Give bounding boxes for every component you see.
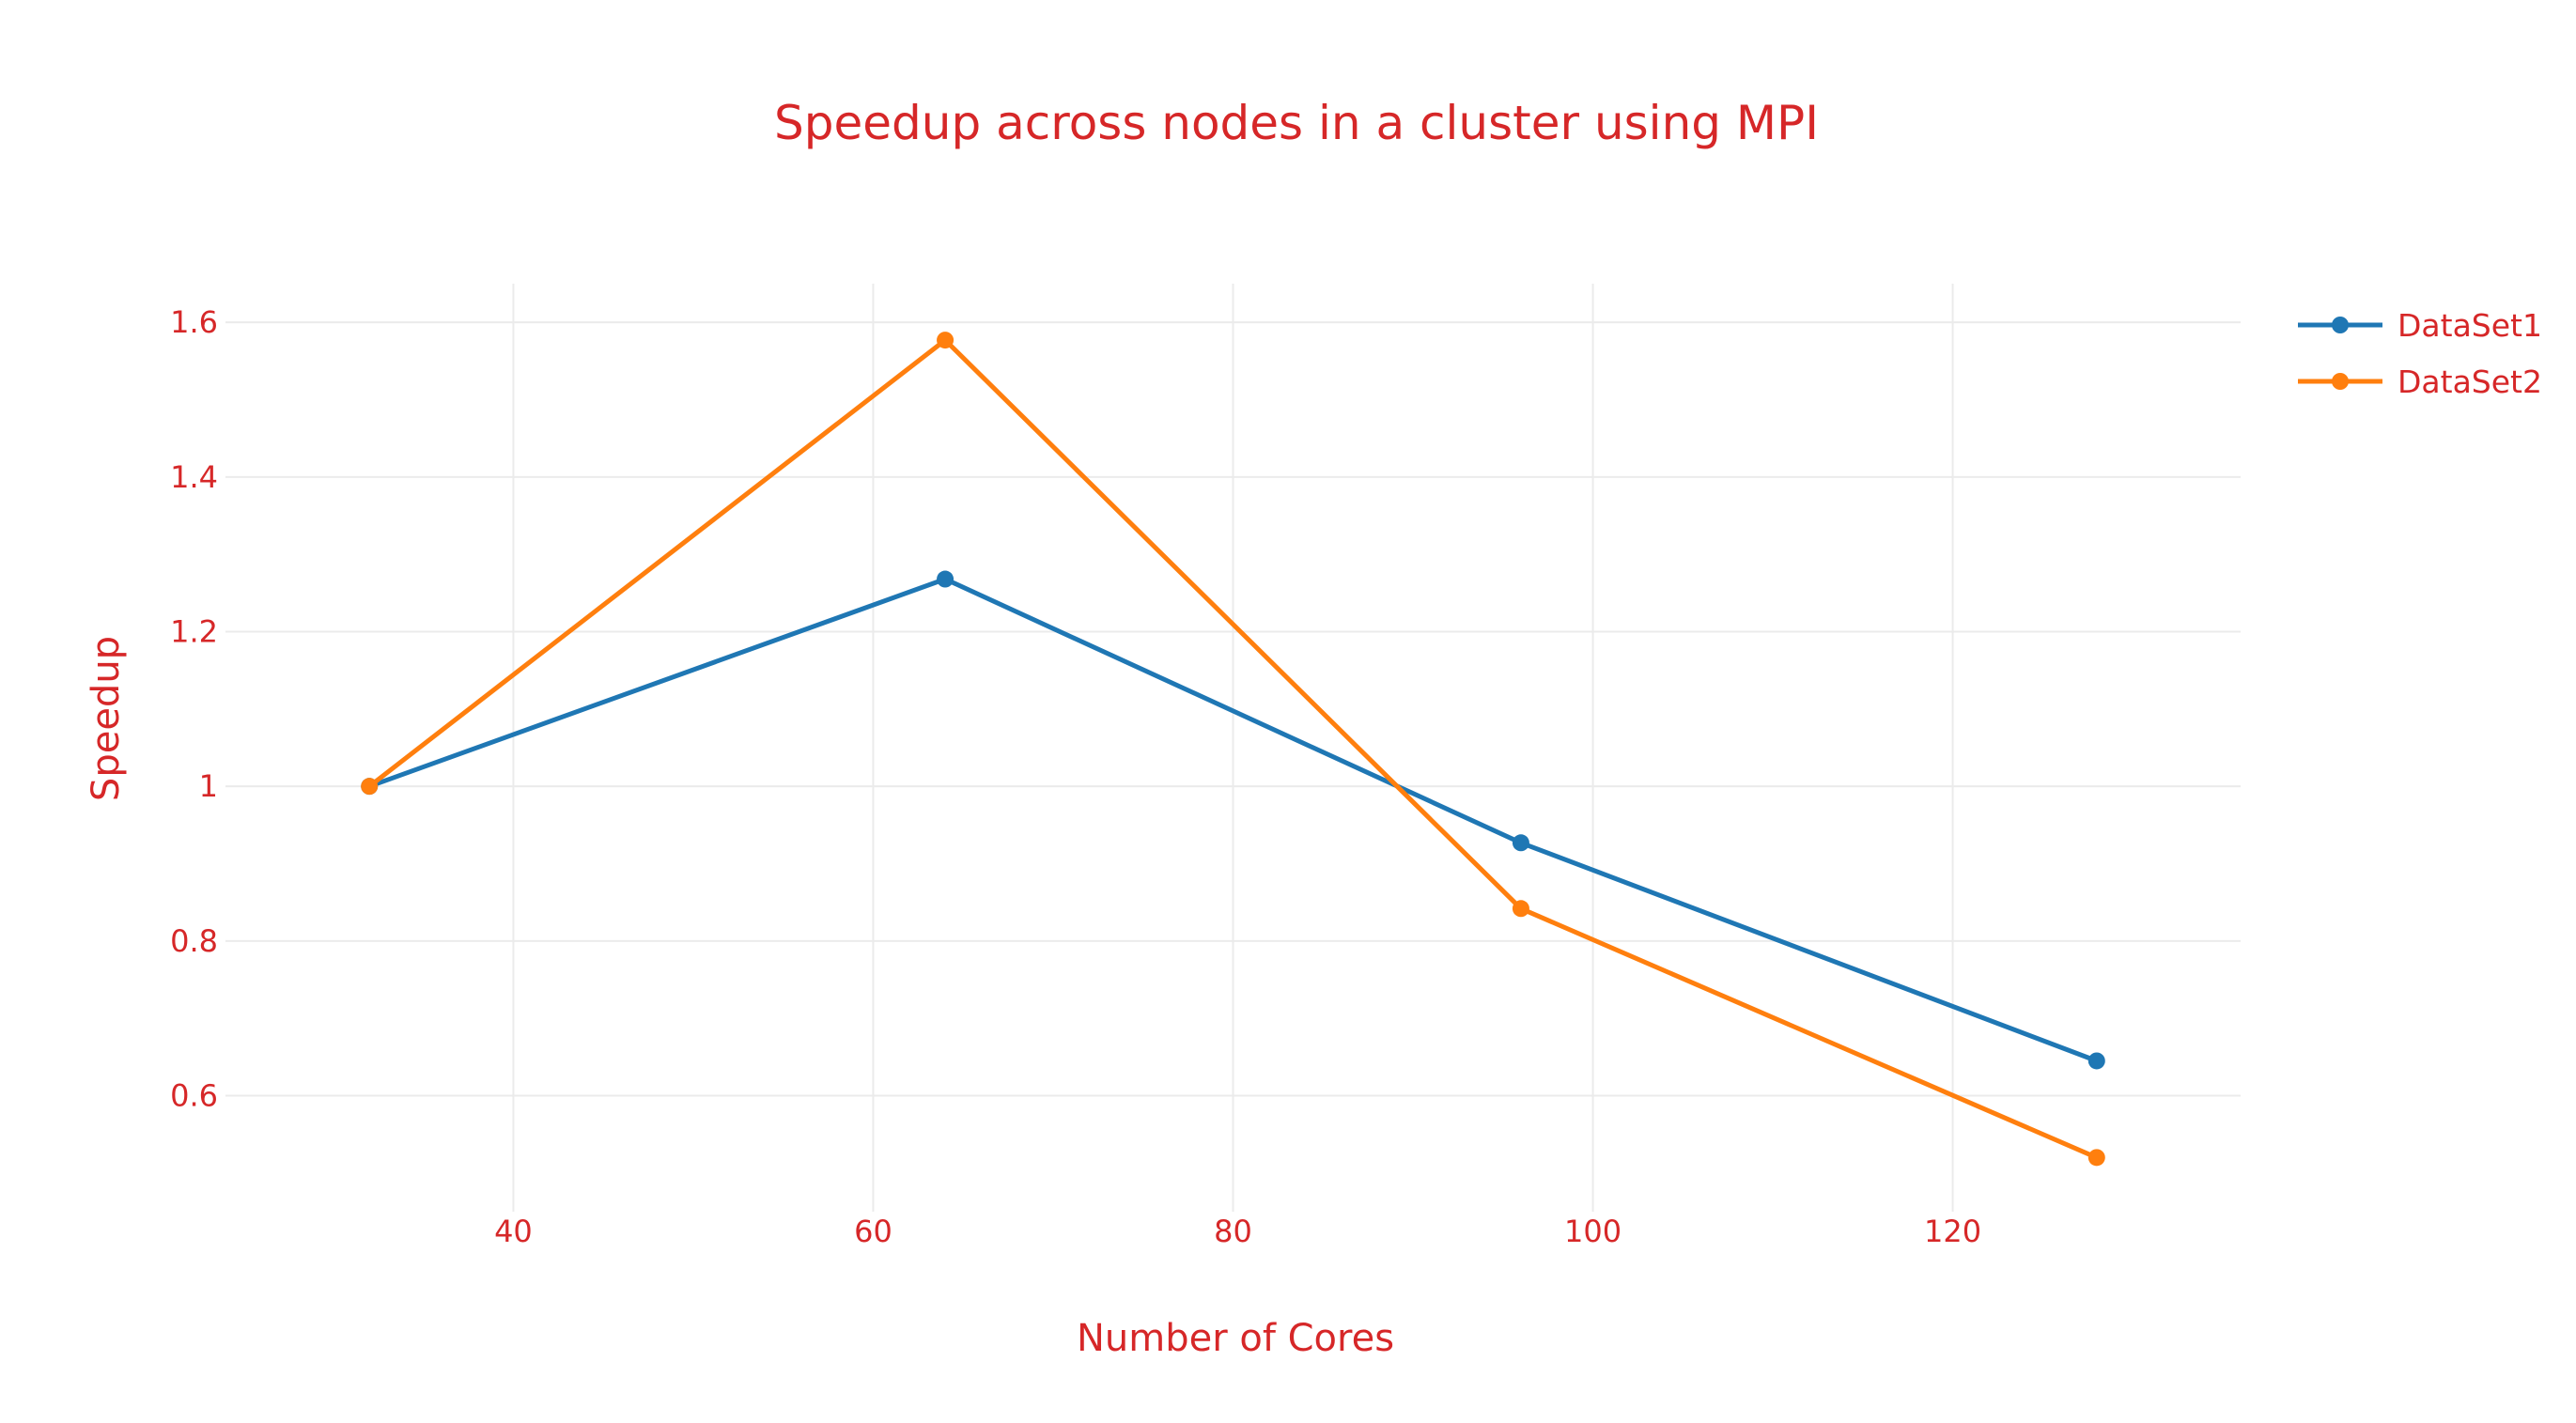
- horizontal-gridlines: [225, 321, 2241, 1097]
- y-axis-tick-labels: 0.6 0.8 1 1.2 1.4 1.6: [170, 304, 218, 1113]
- chart-title: Speedup across nodes in a cluster using …: [774, 96, 1819, 150]
- y-tick-label: 1.2: [170, 614, 218, 650]
- legend-item: DataSet2: [2298, 363, 2542, 400]
- legend-label: DataSet2: [2398, 363, 2542, 400]
- x-tick-label: 100: [1564, 1214, 1622, 1249]
- y-tick-label: 1.6: [170, 304, 218, 340]
- data-point: [937, 332, 954, 349]
- legend-label: DataSet1: [2398, 307, 2542, 344]
- series-line: [366, 577, 2100, 1063]
- series-dataset2: [361, 332, 2105, 1167]
- x-tick-label: 120: [1924, 1214, 1981, 1249]
- series-layer: [361, 332, 2105, 1167]
- x-tick-label: 80: [1214, 1214, 1252, 1249]
- x-axis-title: Number of Cores: [1077, 1317, 1394, 1360]
- data-point: [937, 570, 954, 588]
- legend-item: DataSet1: [2298, 307, 2542, 344]
- x-tick-label: 60: [854, 1214, 892, 1249]
- data-point: [2087, 1149, 2105, 1167]
- y-tick-label: 1.4: [170, 459, 218, 495]
- legend-marker-swatch: [2332, 317, 2349, 333]
- legend-marker-swatch: [2332, 373, 2349, 390]
- series-line: [366, 337, 2100, 1160]
- y-axis-title: Speedup: [85, 636, 128, 801]
- data-point: [1512, 900, 1529, 918]
- y-tick-label: 0.6: [170, 1078, 218, 1114]
- data-point: [1512, 834, 1529, 852]
- y-tick-label: 0.8: [170, 923, 218, 959]
- vertical-gridlines: [512, 284, 1954, 1212]
- data-point: [361, 778, 379, 796]
- data-point: [2087, 1052, 2105, 1070]
- legend: DataSet1 DataSet2: [2298, 307, 2542, 400]
- y-tick-label: 1: [199, 768, 218, 804]
- x-tick-label: 40: [494, 1214, 533, 1249]
- x-axis-tick-labels: 40 60 80 100 120: [494, 1214, 1981, 1249]
